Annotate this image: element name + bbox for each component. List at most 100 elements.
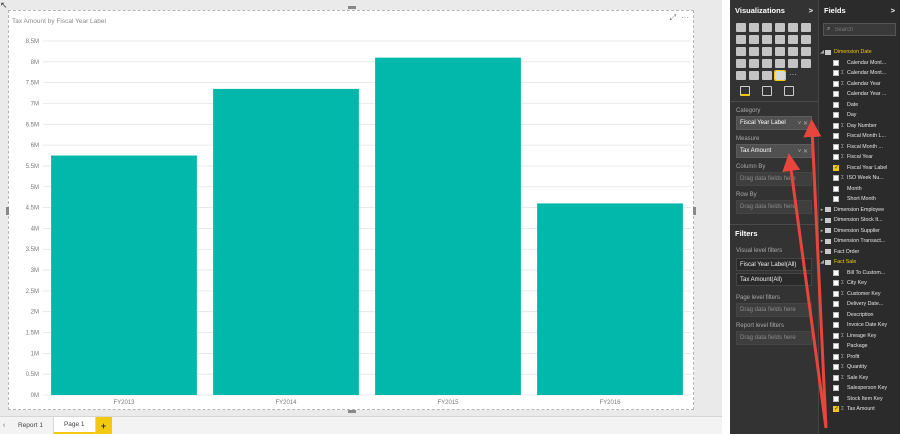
resize-handle-left[interactable] — [6, 207, 9, 215]
field-checkbox[interactable] — [833, 122, 839, 129]
more-visuals-icon[interactable]: ··· — [789, 70, 797, 79]
field-checkbox[interactable] — [833, 112, 839, 119]
tab-page-1[interactable]: Page 1 — [53, 417, 96, 434]
map-icon[interactable] — [801, 47, 811, 56]
field-checkbox[interactable] — [833, 196, 839, 203]
multi-row-card-icon[interactable] — [788, 59, 798, 68]
donut-chart-icon[interactable] — [775, 47, 785, 56]
field-checkbox[interactable] — [833, 353, 839, 360]
field-checkbox[interactable] — [833, 164, 839, 171]
field-row[interactable]: Σ Fiscal Year — [819, 152, 900, 163]
gauge-icon[interactable] — [762, 59, 772, 68]
measure-well-controls-icon[interactable]: ˅ ✕ — [797, 148, 808, 155]
category-well-controls-icon[interactable]: ˅ ✕ — [797, 120, 808, 127]
resize-handle-right[interactable] — [693, 207, 696, 215]
slicer-icon[interactable] — [736, 71, 746, 80]
field-checkbox[interactable] — [833, 385, 839, 392]
field-checkbox[interactable] — [833, 343, 839, 350]
field-row[interactable]: Delivery Date... — [819, 299, 900, 310]
fields-search-input[interactable] — [834, 26, 890, 33]
field-row[interactable]: Σ ISO Week Nu... — [819, 173, 900, 184]
field-row[interactable]: Bill To Custom... — [819, 268, 900, 279]
report-level-filters-well[interactable]: Drag data fields here — [736, 331, 812, 345]
field-checkbox[interactable] — [833, 290, 839, 297]
fields-well-tab-icon[interactable] — [740, 86, 750, 96]
card-icon[interactable] — [775, 59, 785, 68]
field-checkbox[interactable] — [833, 70, 839, 77]
field-row[interactable]: Σ Calendar Year — [819, 79, 900, 90]
field-checkbox[interactable] — [833, 374, 839, 381]
field-row[interactable]: Day — [819, 110, 900, 121]
resize-handle-top[interactable] — [348, 6, 356, 9]
resize-handle-bottom[interactable] — [348, 410, 356, 413]
field-checkbox[interactable] — [833, 59, 839, 66]
fields-search-box[interactable]: ⌕ — [823, 23, 896, 36]
field-row[interactable]: Salesperson Key — [819, 383, 900, 394]
field-table-row[interactable]: ▸ Fact Order — [819, 247, 900, 258]
scatter-chart-icon[interactable] — [749, 47, 759, 56]
bar-fy2016[interactable] — [537, 203, 683, 395]
kpi-icon[interactable] — [801, 59, 811, 68]
add-page-button[interactable]: + — [95, 417, 112, 434]
field-checkbox[interactable] — [833, 133, 839, 140]
field-table-row[interactable]: ◢ Dimension Date — [819, 47, 900, 58]
field-checkbox[interactable] — [833, 322, 839, 329]
format-paint-roller-icon[interactable] — [762, 86, 772, 96]
field-row[interactable]: Σ Lineage Key — [819, 331, 900, 342]
field-table-row[interactable]: ◢ Fact Sale — [819, 257, 900, 268]
pie-chart-icon[interactable] — [762, 47, 772, 56]
analytics-magnifier-icon[interactable] — [784, 86, 794, 96]
field-table-row[interactable]: ▸ Dimension Transact... — [819, 236, 900, 247]
field-row[interactable]: Calendar Year ... — [819, 89, 900, 100]
column-chart-visual[interactable]: 0M 0.5M 1M 1.5M 2M 2.5M 3M 3.5M 4M 4.5M 5M 5.5M 6M 6.… — [6, 6, 696, 413]
field-checkbox[interactable] — [833, 101, 839, 108]
field-row[interactable]: Description — [819, 310, 900, 321]
bar-fy2015[interactable] — [375, 57, 521, 396]
area-chart-icon[interactable] — [749, 35, 759, 44]
r-script-visual-icon[interactable] — [762, 71, 772, 80]
filled-map-icon[interactable] — [736, 59, 746, 68]
field-checkbox[interactable] — [833, 395, 839, 402]
tab-scroll-left-icon[interactable]: ‹ — [2, 422, 6, 429]
field-row[interactable]: Month — [819, 184, 900, 195]
treemap-icon[interactable] — [788, 47, 798, 56]
focus-mode-icon[interactable]: ⤢ — [669, 13, 676, 22]
field-row[interactable]: Σ Day Number — [819, 121, 900, 132]
field-checkbox[interactable] — [833, 364, 839, 371]
field-checkbox[interactable] — [833, 91, 839, 98]
field-checkbox[interactable] — [833, 143, 839, 150]
field-row[interactable]: Σ Fiscal Month ... — [819, 142, 900, 153]
field-row[interactable]: Σ Profit — [819, 352, 900, 363]
field-table-row[interactable]: ▸ Dimension Supplier — [819, 226, 900, 237]
field-checkbox[interactable] — [833, 175, 839, 182]
field-row[interactable]: Date — [819, 100, 900, 111]
stacked-bar-chart-icon[interactable] — [736, 23, 746, 32]
field-table-row[interactable]: ▸ Dimension Stock It... — [819, 215, 900, 226]
field-checkbox[interactable] — [833, 185, 839, 192]
clustered-bar-chart-icon[interactable] — [762, 23, 772, 32]
100-column-chart-icon[interactable] — [801, 23, 811, 32]
stacked-area-chart-icon[interactable] — [762, 35, 772, 44]
field-checkbox[interactable] — [833, 301, 839, 308]
field-row[interactable]: Fiscal Month L... — [819, 131, 900, 142]
ribbon-chart-icon[interactable] — [801, 35, 811, 44]
collapse-visualizations-icon[interactable]: > — [808, 5, 813, 15]
bar-fy2013[interactable] — [51, 155, 197, 395]
expand-down-icon[interactable]: ◢ — [820, 49, 824, 56]
clustered-column-chart-icon[interactable] — [775, 23, 785, 32]
column-by-well[interactable]: Drag data fields here — [736, 172, 812, 186]
category-well[interactable]: Fiscal Year Label ˅ ✕ — [736, 116, 812, 130]
stacked-column-chart-icon[interactable] — [749, 23, 759, 32]
field-checkbox[interactable] — [833, 280, 839, 287]
field-row[interactable]: Short Month — [819, 194, 900, 205]
page-level-filters-well[interactable]: Drag data fields here — [736, 303, 812, 317]
row-by-well[interactable]: Drag data fields here — [736, 200, 812, 214]
field-checkbox[interactable] — [833, 405, 839, 413]
filter-tax-amount[interactable]: Tax Amount(All) — [736, 273, 812, 286]
bar-fy2014[interactable] — [213, 88, 359, 396]
field-row[interactable]: Σ Calendar Mont... — [819, 68, 900, 79]
waterfall-chart-icon[interactable] — [736, 47, 746, 56]
field-row[interactable]: Package — [819, 341, 900, 352]
line-clustered-column-icon[interactable] — [788, 35, 798, 44]
